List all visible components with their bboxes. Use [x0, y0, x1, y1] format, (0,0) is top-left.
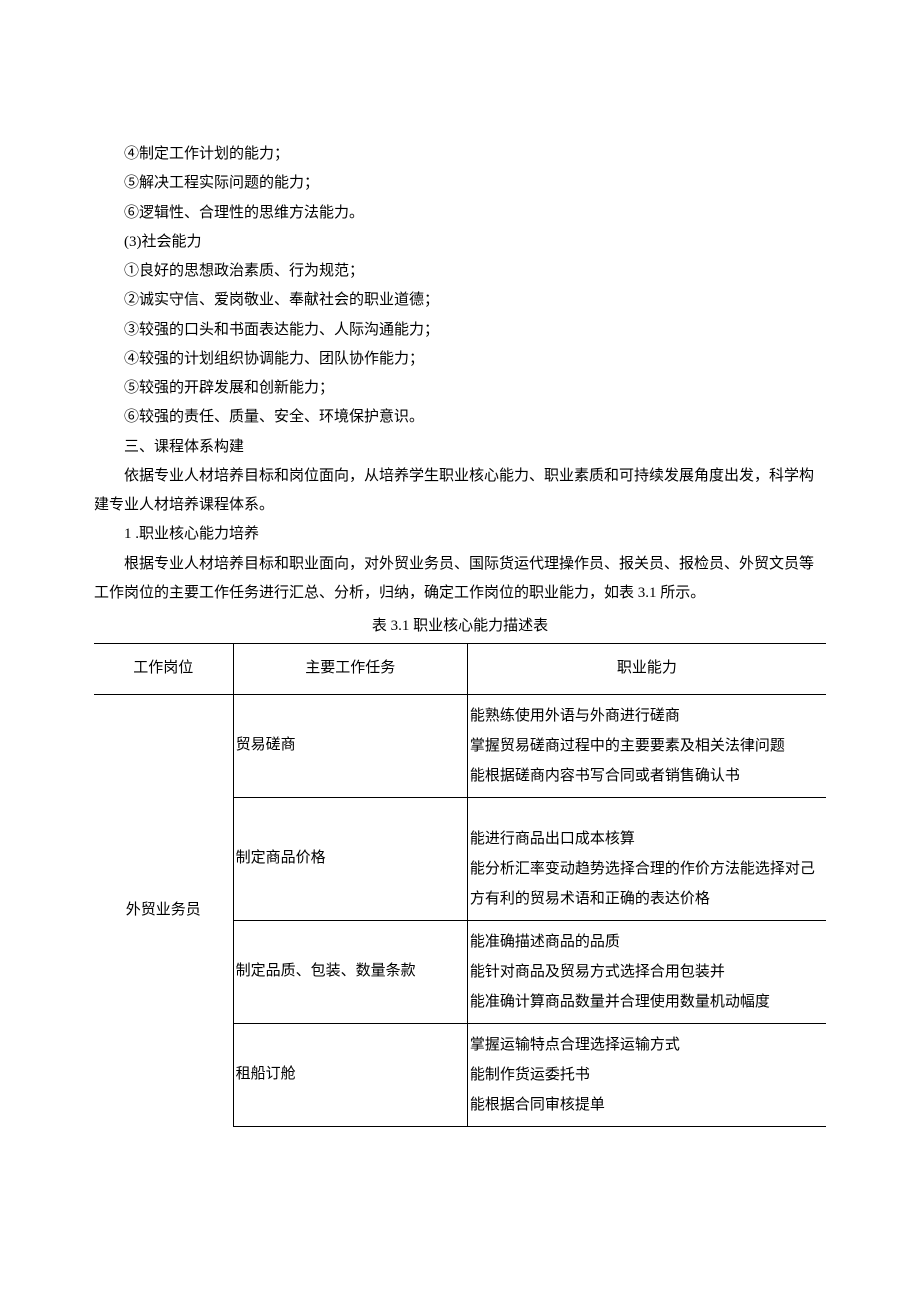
section-heading-3: 三、课程体系构建 [94, 433, 826, 462]
table-cell-position: 外贸业务员 [94, 694, 233, 1126]
table-cell-task: 租船订舱 [233, 1023, 467, 1126]
table-row: 外贸业务员 贸易磋商 能熟练使用外语与外商进行磋商掌握贸易磋商过程中的主要要素及… [94, 694, 826, 797]
list-item-6b: ⑥较强的责任、质量、安全、环境保护意识。 [94, 403, 826, 432]
list-item-1: ①良好的思想政治素质、行为规范； [94, 257, 826, 286]
paragraph-body-2: 根据专业人材培养目标和职业面向，对外贸业务员、国际货运代理操作员、报关员、报检员… [94, 550, 826, 609]
list-item-6: ⑥逻辑性、合理性的思维方法能力。 [94, 199, 826, 228]
table-cell-ability: 能进行商品出口成本核算能分析汇率变动趋势选择合理的作价方法能选择对己方有利的贸易… [467, 797, 826, 920]
list-item-5b: ⑤较强的开辟发展和创新能力； [94, 374, 826, 403]
table-header-position: 工作岗位 [94, 644, 233, 694]
table-cell-ability: 能准确描述商品的品质能针对商品及贸易方式选择合用包装并能准确计算商品数量并合理使… [467, 920, 826, 1023]
subheading-3: (3)社会能力 [94, 228, 826, 257]
list-item-3: ③较强的口头和书面表达能力、人际沟通能力； [94, 316, 826, 345]
list-item-4: ④制定工作计划的能力； [94, 140, 826, 169]
table-cell-ability: 能熟练使用外语与外商进行磋商掌握贸易磋商过程中的主要要素及相关法律问题能根据磋商… [467, 694, 826, 797]
list-item-5: ⑤解决工程实际问题的能力； [94, 169, 826, 198]
table-cell-task: 贸易磋商 [233, 694, 467, 797]
list-item-4b: ④较强的计划组织协调能力、团队协作能力； [94, 345, 826, 374]
subsection-heading-1: 1 .职业核心能力培养 [94, 520, 826, 549]
list-item-2: ②诚实守信、爱岗敬业、奉献社会的职业道德； [94, 286, 826, 315]
table-header-ability: 职业能力 [467, 644, 826, 694]
table-caption: 表 3.1 职业核心能力描述表 [94, 612, 826, 641]
table-cell-task: 制定品质、包装、数量条款 [233, 920, 467, 1023]
table-header-task: 主要工作任务 [233, 644, 467, 694]
paragraph-body: 依据专业人材培养目标和岗位面向，从培养学生职业核心能力、职业素质和可持续发展角度… [94, 462, 826, 521]
table-header-row: 工作岗位 主要工作任务 职业能力 [94, 644, 826, 694]
ability-table: 工作岗位 主要工作任务 职业能力 外贸业务员 贸易磋商 能熟练使用外语与外商进行… [94, 643, 826, 1126]
table-cell-task: 制定商品价格 [233, 797, 467, 920]
table-cell-ability: 掌握运输特点合理选择运输方式能制作货运委托书能根据合同审核提单 [467, 1023, 826, 1126]
